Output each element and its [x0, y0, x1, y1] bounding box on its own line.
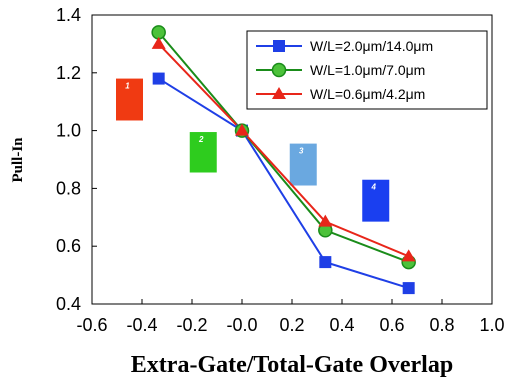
- data-point: [318, 214, 333, 227]
- annotation-box: [362, 179, 390, 222]
- x-axis-label: Extra-Gate/Total-Gate Overlap: [131, 352, 453, 378]
- series-line: [157, 31, 410, 264]
- series-line: [157, 43, 410, 258]
- x-tick-label: 0.2: [279, 315, 304, 335]
- annotation-label: 1: [125, 82, 130, 91]
- y-tick-label: 1.0: [56, 121, 81, 141]
- data-point: [151, 36, 166, 49]
- x-tick-label: -0.2: [176, 315, 207, 335]
- x-tick-label: 1.0: [479, 315, 504, 335]
- y-tick-label: 1.4: [56, 5, 81, 25]
- annotation-label: 3: [299, 147, 304, 156]
- x-tick-label: -0.6: [76, 315, 107, 335]
- annotation-box: [289, 143, 317, 186]
- y-tick-label: 0.4: [56, 294, 81, 314]
- series-line: [158, 77, 409, 290]
- data-point: [401, 249, 416, 262]
- x-tick-label: 0.6: [379, 315, 404, 335]
- y-tick-label: 0.6: [56, 236, 81, 256]
- annotation-label: 4: [371, 183, 377, 192]
- x-tick-label: 0.8: [429, 315, 454, 335]
- data-point: [152, 72, 165, 85]
- x-tick-label: 0.4: [329, 315, 354, 335]
- annotation-box: [116, 78, 143, 121]
- y-tick-label: 0.8: [56, 178, 81, 198]
- annotation-label: 2: [198, 135, 204, 144]
- x-tick-label: -0.0: [226, 315, 257, 335]
- x-tick-label: -0.4: [126, 315, 157, 335]
- data-point: [235, 123, 249, 136]
- legend: W/L=2.0μm/14.0μm W/L=1.0μm/7.0μm W/L=0.6μm…: [246, 30, 488, 110]
- y-axis-label: Pull-In: [10, 137, 26, 183]
- annotation-box: [189, 132, 217, 173]
- legend-label: W/L=0.6μm/4.2μm: [310, 86, 425, 102]
- data-point: [319, 256, 332, 269]
- data-point: [272, 87, 286, 99]
- data-point: [402, 282, 415, 295]
- data-point: [273, 40, 285, 52]
- data-point: [271, 62, 287, 78]
- legend-label: W/L=1.0μm/7.0μm: [310, 62, 425, 78]
- data-point: [151, 25, 166, 40]
- y-tick-label: 1.2: [56, 63, 81, 83]
- legend-label: W/L=2.0μm/14.0μm: [310, 38, 433, 54]
